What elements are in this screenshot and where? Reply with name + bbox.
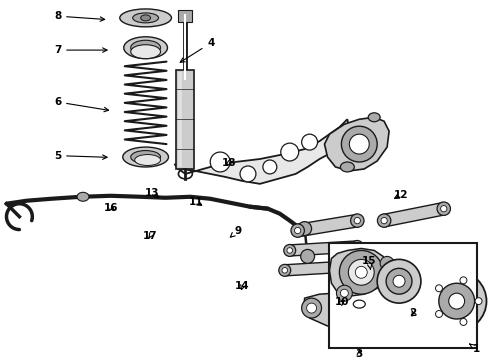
Circle shape (437, 202, 450, 215)
Circle shape (281, 143, 299, 161)
Circle shape (377, 214, 391, 227)
Circle shape (279, 264, 291, 276)
Circle shape (297, 222, 312, 235)
Bar (329, 243, 477, 348)
Circle shape (374, 298, 394, 318)
Circle shape (282, 267, 288, 273)
Circle shape (337, 285, 352, 301)
Circle shape (441, 206, 447, 212)
Circle shape (294, 228, 301, 234)
Circle shape (348, 264, 354, 269)
Circle shape (340, 251, 383, 294)
Circle shape (345, 260, 357, 272)
Text: 6: 6 (54, 97, 109, 112)
Circle shape (307, 303, 317, 313)
Circle shape (341, 289, 348, 297)
Bar (176, 69, 195, 169)
Ellipse shape (131, 40, 161, 55)
Circle shape (210, 152, 230, 172)
Text: 15: 15 (362, 256, 376, 269)
Text: 7: 7 (54, 45, 107, 55)
Circle shape (301, 249, 315, 264)
Polygon shape (383, 203, 445, 227)
Circle shape (427, 271, 487, 331)
Ellipse shape (77, 192, 89, 201)
Ellipse shape (135, 154, 161, 166)
Text: 1: 1 (470, 344, 480, 354)
Ellipse shape (368, 113, 380, 122)
Circle shape (302, 298, 321, 318)
Circle shape (284, 244, 295, 256)
Circle shape (460, 277, 467, 284)
Circle shape (393, 275, 405, 287)
Text: 12: 12 (393, 190, 408, 200)
Polygon shape (329, 248, 387, 296)
Bar (178, 72, 182, 167)
Ellipse shape (120, 9, 172, 27)
Text: 3: 3 (356, 349, 363, 359)
Ellipse shape (389, 260, 399, 267)
Bar (178, 10, 193, 22)
Text: 14: 14 (235, 281, 250, 291)
Circle shape (436, 285, 442, 292)
Circle shape (350, 214, 364, 227)
Circle shape (240, 166, 256, 182)
Text: 11: 11 (189, 197, 203, 207)
Polygon shape (284, 261, 352, 276)
Polygon shape (296, 215, 358, 237)
Ellipse shape (131, 45, 161, 59)
Circle shape (302, 134, 318, 150)
Polygon shape (324, 117, 389, 171)
Circle shape (381, 217, 387, 224)
Circle shape (287, 248, 293, 253)
Circle shape (349, 134, 369, 154)
Text: 4: 4 (180, 38, 215, 62)
Circle shape (351, 240, 363, 252)
Circle shape (355, 266, 367, 278)
Circle shape (377, 260, 421, 303)
Circle shape (263, 160, 277, 174)
Ellipse shape (141, 15, 150, 21)
Ellipse shape (131, 150, 161, 163)
Circle shape (449, 293, 465, 309)
Ellipse shape (123, 147, 169, 167)
Text: 17: 17 (143, 231, 157, 241)
Circle shape (439, 283, 475, 319)
Circle shape (436, 310, 442, 318)
Circle shape (379, 303, 389, 313)
Ellipse shape (341, 162, 354, 172)
Circle shape (342, 126, 377, 162)
Circle shape (475, 298, 482, 305)
Text: 2: 2 (409, 308, 416, 318)
Circle shape (354, 217, 361, 224)
Polygon shape (174, 119, 349, 184)
Circle shape (355, 244, 360, 249)
Polygon shape (290, 241, 358, 256)
Polygon shape (304, 292, 391, 330)
Circle shape (460, 319, 467, 325)
Circle shape (386, 268, 412, 294)
Ellipse shape (133, 13, 159, 23)
Circle shape (291, 224, 304, 237)
Text: 9: 9 (230, 226, 241, 237)
Circle shape (348, 260, 374, 285)
Ellipse shape (124, 37, 168, 59)
Text: 5: 5 (54, 150, 107, 161)
Text: 16: 16 (104, 203, 118, 212)
Text: 18: 18 (222, 158, 237, 168)
Text: 8: 8 (54, 11, 105, 21)
Text: 10: 10 (335, 297, 350, 307)
Text: 13: 13 (145, 188, 160, 198)
Circle shape (380, 256, 394, 270)
